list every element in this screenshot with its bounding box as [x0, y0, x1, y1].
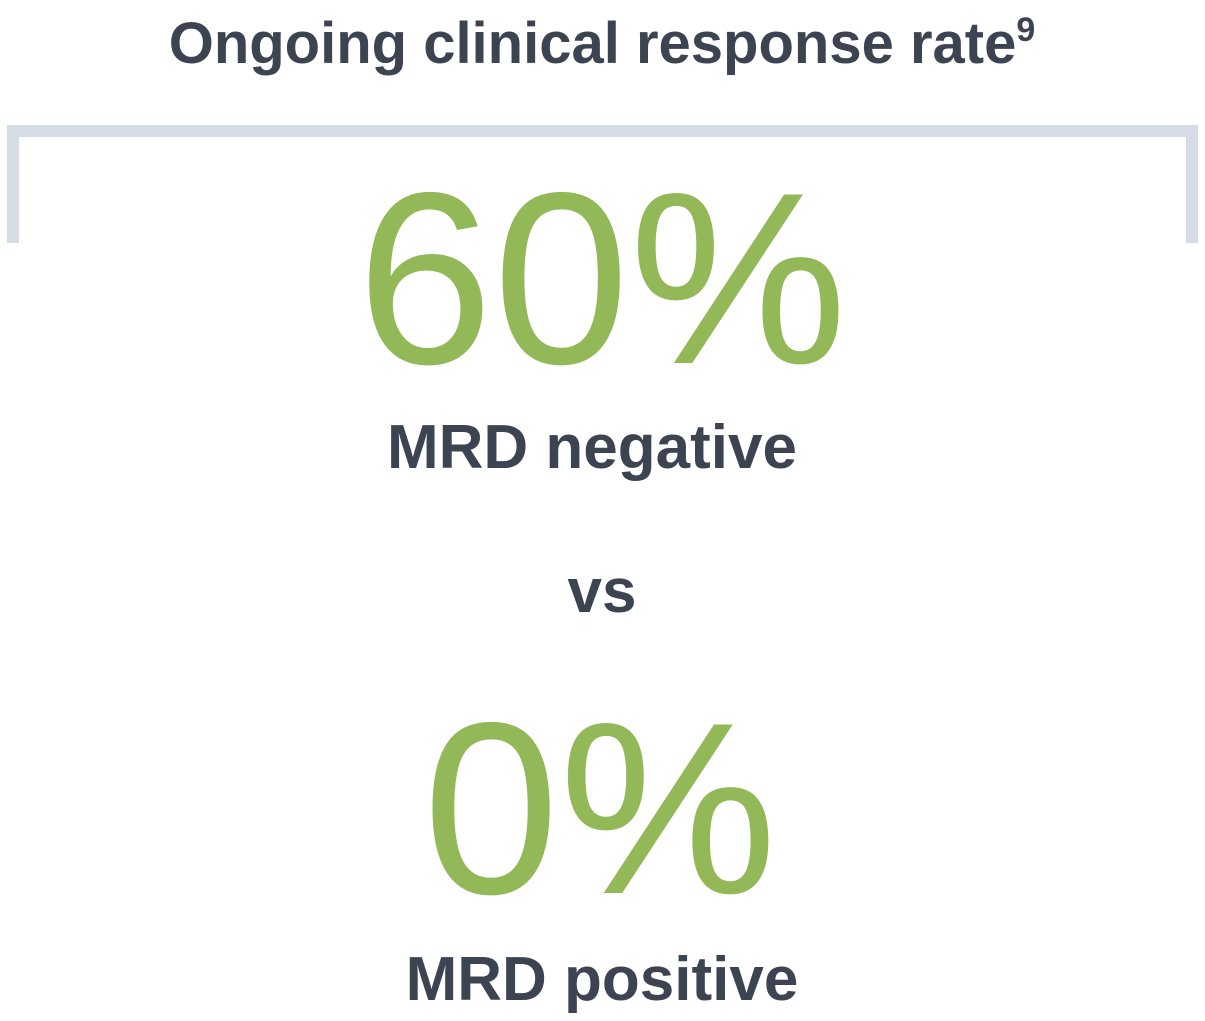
stat-value: 0%: [423, 671, 777, 945]
title: Ongoing clinical response rate9: [169, 11, 1036, 76]
bracket: [7, 125, 1198, 243]
stat-label: MRD negative: [387, 413, 797, 482]
separator: vs: [568, 557, 637, 626]
stat-label: MRD positive: [406, 945, 799, 1014]
title-text: Ongoing clinical response rate: [169, 11, 1017, 76]
stat-value: 60%: [357, 141, 847, 415]
superscript: 9: [1016, 11, 1035, 49]
